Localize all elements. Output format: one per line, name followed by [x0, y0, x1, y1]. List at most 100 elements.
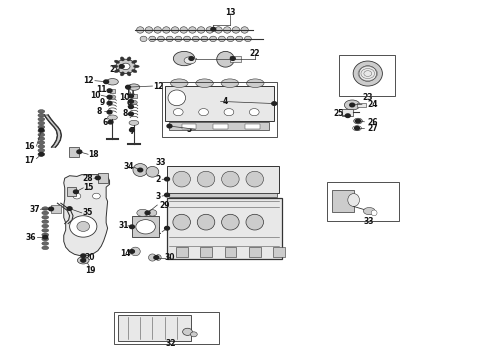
Ellipse shape [221, 79, 239, 87]
Ellipse shape [201, 36, 208, 42]
Circle shape [77, 150, 82, 154]
Text: 12: 12 [153, 82, 164, 91]
Text: 15: 15 [83, 183, 93, 192]
Circle shape [211, 27, 216, 31]
Bar [339, 55, 394, 96]
Ellipse shape [38, 141, 45, 144]
Ellipse shape [38, 129, 45, 133]
Circle shape [128, 105, 133, 109]
Ellipse shape [364, 207, 375, 215]
Bar [115, 312, 219, 343]
Circle shape [272, 102, 277, 105]
Ellipse shape [221, 214, 239, 230]
Bar [67, 187, 76, 196]
Text: 1: 1 [156, 227, 161, 236]
Circle shape [129, 128, 134, 132]
Ellipse shape [140, 36, 147, 42]
Ellipse shape [166, 36, 173, 42]
Bar [167, 198, 282, 258]
Bar [131, 94, 137, 98]
Bar [162, 82, 277, 137]
Ellipse shape [121, 63, 130, 69]
Ellipse shape [359, 66, 376, 81]
Ellipse shape [183, 328, 193, 336]
Circle shape [355, 126, 360, 130]
Text: 8: 8 [123, 109, 128, 118]
Text: 13: 13 [225, 8, 236, 17]
Text: 11: 11 [125, 87, 136, 96]
Ellipse shape [77, 257, 89, 264]
Polygon shape [44, 115, 61, 147]
Text: 24: 24 [368, 100, 378, 109]
Text: 5: 5 [186, 125, 192, 134]
Ellipse shape [93, 193, 100, 199]
Circle shape [39, 153, 44, 156]
Circle shape [230, 57, 235, 60]
Ellipse shape [171, 79, 188, 87]
Text: 18: 18 [89, 150, 99, 159]
Ellipse shape [353, 61, 382, 86]
Circle shape [128, 94, 133, 98]
Circle shape [125, 85, 130, 89]
Ellipse shape [206, 27, 214, 33]
Ellipse shape [221, 171, 239, 187]
Ellipse shape [42, 246, 49, 249]
Circle shape [67, 207, 72, 210]
Text: 4: 4 [223, 97, 228, 106]
Ellipse shape [246, 171, 264, 187]
Ellipse shape [353, 126, 362, 131]
Text: 2: 2 [156, 175, 161, 184]
Ellipse shape [199, 109, 208, 116]
Ellipse shape [189, 27, 196, 33]
Ellipse shape [128, 84, 140, 90]
Ellipse shape [38, 149, 45, 152]
Bar [132, 216, 159, 237]
Bar [245, 123, 260, 129]
Bar [200, 247, 212, 257]
Bar [273, 247, 285, 257]
Ellipse shape [38, 113, 45, 117]
Circle shape [96, 176, 100, 180]
Circle shape [165, 193, 170, 197]
Ellipse shape [173, 51, 195, 66]
Text: 14: 14 [121, 249, 131, 258]
Circle shape [107, 95, 112, 99]
Bar [343, 109, 353, 116]
Ellipse shape [241, 27, 248, 33]
Ellipse shape [245, 36, 251, 42]
Ellipse shape [120, 72, 124, 76]
Ellipse shape [42, 237, 49, 241]
Ellipse shape [133, 163, 147, 176]
Text: 17: 17 [24, 156, 35, 165]
Ellipse shape [70, 216, 97, 237]
Bar [230, 57, 241, 62]
Circle shape [129, 249, 134, 253]
Ellipse shape [114, 69, 120, 73]
Circle shape [145, 211, 150, 215]
Circle shape [154, 256, 159, 259]
Text: 31: 31 [119, 221, 129, 230]
Ellipse shape [38, 133, 45, 136]
Text: 9: 9 [126, 100, 132, 109]
Ellipse shape [210, 36, 217, 42]
Ellipse shape [136, 220, 155, 234]
Text: 33: 33 [156, 158, 167, 167]
Ellipse shape [38, 110, 45, 113]
Circle shape [128, 100, 133, 103]
Text: 7: 7 [129, 127, 135, 136]
Ellipse shape [137, 27, 144, 33]
Ellipse shape [77, 221, 90, 231]
Circle shape [345, 114, 350, 117]
Ellipse shape [223, 27, 231, 33]
Ellipse shape [107, 78, 118, 85]
Ellipse shape [146, 166, 159, 177]
Ellipse shape [145, 27, 153, 33]
Circle shape [107, 111, 112, 114]
Ellipse shape [38, 117, 45, 121]
Bar [118, 315, 192, 341]
Bar [327, 182, 399, 221]
Ellipse shape [154, 27, 161, 33]
Text: 32: 32 [166, 339, 176, 348]
Text: 35: 35 [83, 208, 93, 217]
Ellipse shape [132, 69, 137, 73]
